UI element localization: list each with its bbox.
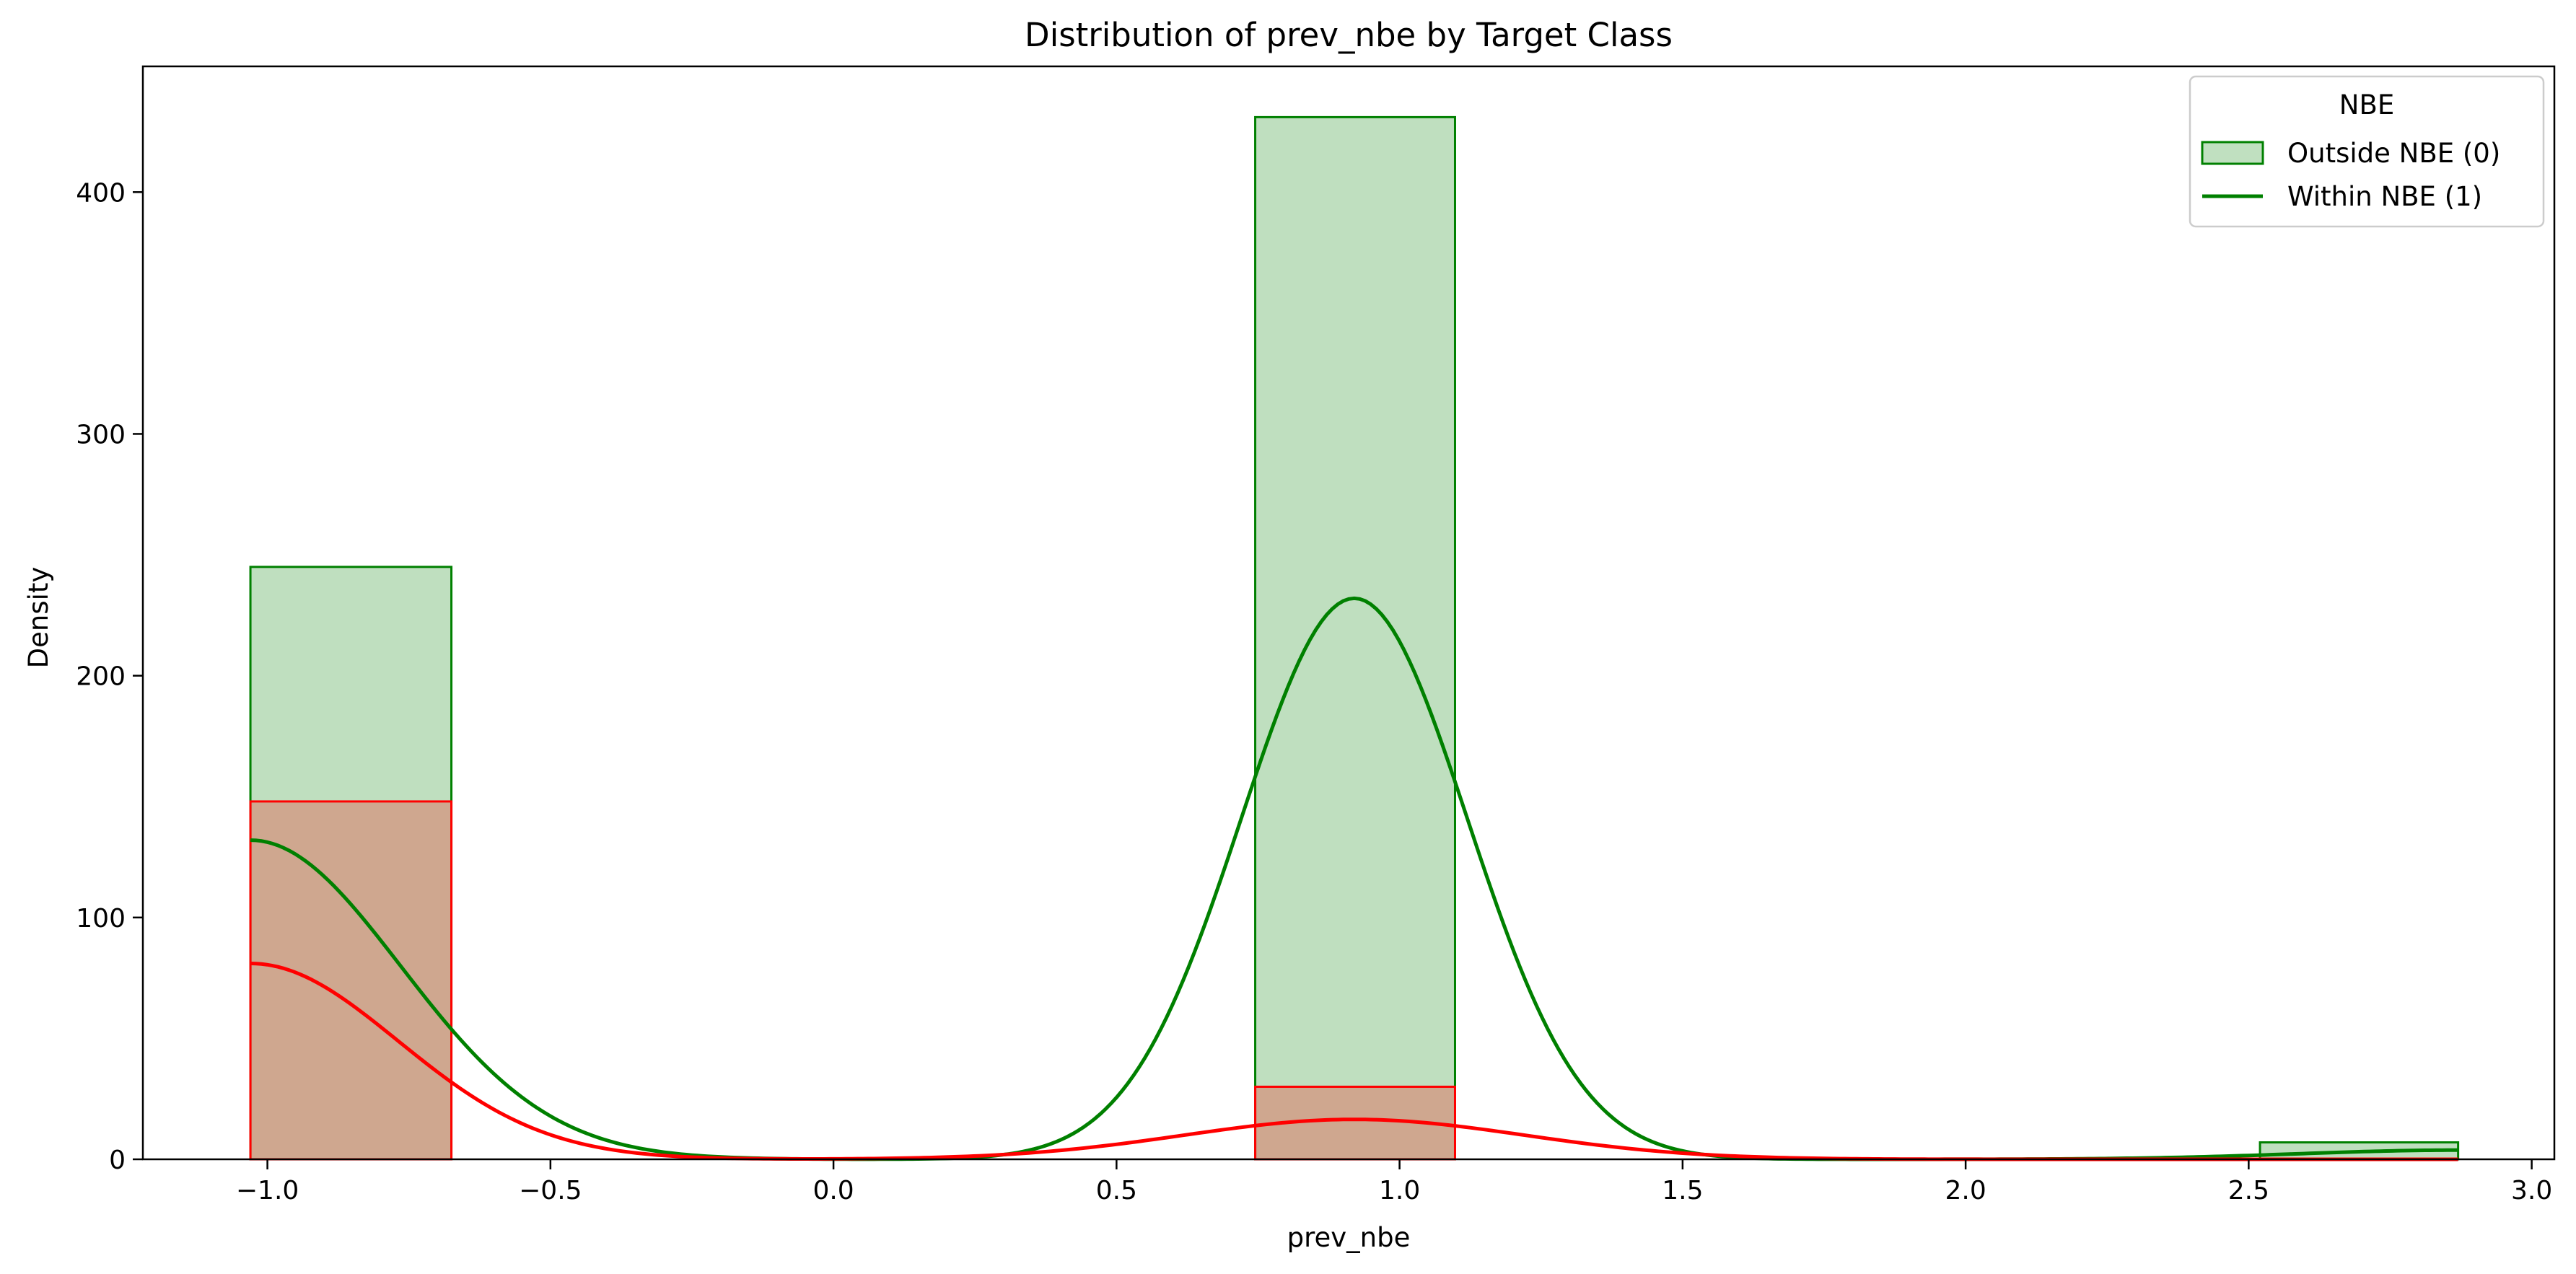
chart-title: Distribution of prev_nbe by Target Class — [1025, 16, 1673, 54]
legend-title: NBE — [2339, 89, 2394, 120]
x-tick-label: 3.0 — [2511, 1176, 2552, 1205]
bar-outside-1 — [1254, 115, 1456, 1161]
x-tick-label: 0.5 — [1096, 1176, 1137, 1205]
x-tick-label: 0.0 — [812, 1176, 854, 1205]
x-axis-label: prev_nbe — [1287, 1222, 1411, 1253]
x-tick-label: 1.5 — [1662, 1176, 1703, 1205]
y-tick-label: 300 — [76, 420, 126, 449]
legend-swatch-patch — [2201, 141, 2264, 165]
legend-label: Within NBE (1) — [2287, 181, 2482, 212]
x-tick-label: −0.5 — [519, 1176, 582, 1205]
legend: NBE Outside NBE (0) Within NBE (1) — [2189, 75, 2545, 228]
legend-label: Outside NBE (0) — [2287, 138, 2500, 169]
x-tick-label: 2.0 — [1945, 1176, 1986, 1205]
axes-frame — [141, 65, 2556, 1161]
bar-outside-0 — [249, 566, 453, 1161]
x-tick-label: −1.0 — [236, 1176, 299, 1205]
y-tick-label: 200 — [76, 662, 126, 692]
y-tick-label: 100 — [76, 904, 126, 933]
y-axis: 0 100 200 300 400 — [76, 178, 143, 1175]
x-tick-label: 2.5 — [2228, 1176, 2269, 1205]
x-tick-label: 1.0 — [1379, 1176, 1420, 1205]
plot-area — [141, 65, 2556, 1161]
bar-within-0 — [249, 800, 453, 1161]
x-axis: −1.0 −0.5 0.0 0.5 1.0 1.5 2.0 2.5 3.0 — [236, 1159, 2552, 1205]
legend-box — [2189, 75, 2545, 228]
y-tick-label: 400 — [76, 178, 126, 208]
y-axis-label: Density — [23, 567, 54, 669]
y-tick-label: 0 — [109, 1146, 126, 1175]
